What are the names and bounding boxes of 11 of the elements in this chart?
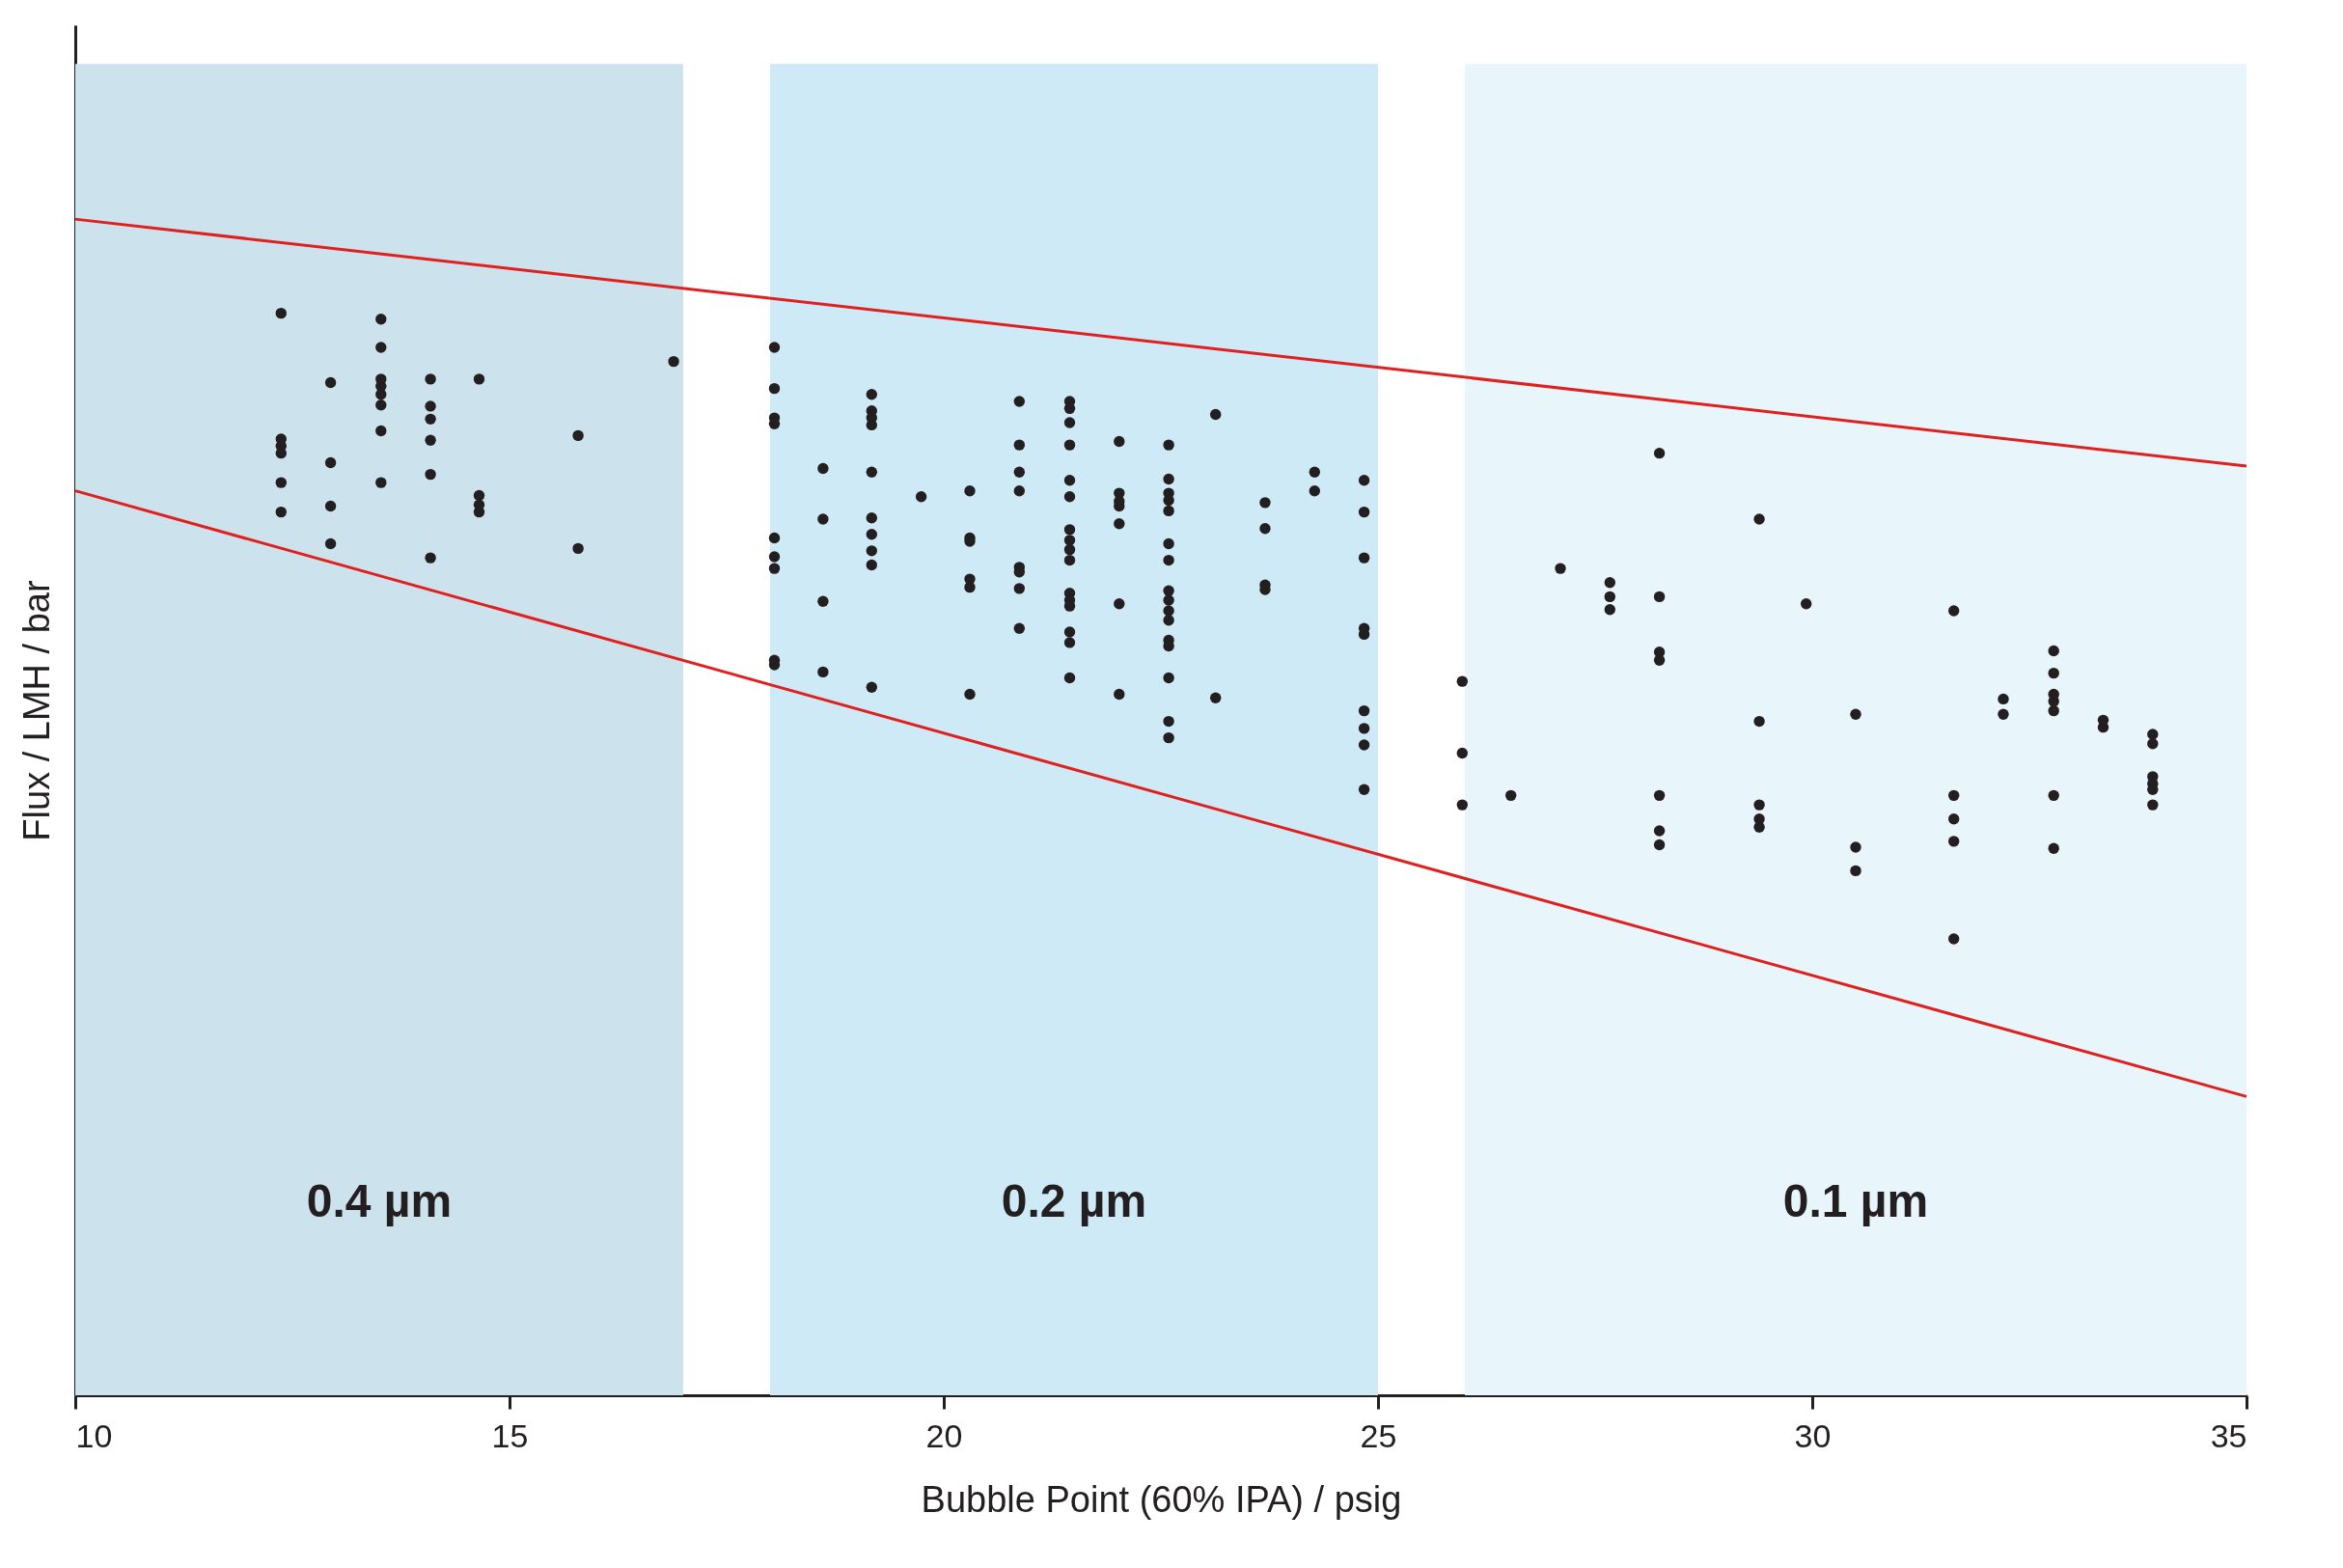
x-tick-label: 30	[1794, 1417, 1832, 1454]
y-axis-title: Flux / LMH / bar	[15, 580, 57, 841]
band-label: 0.2 µm	[1001, 1175, 1147, 1227]
x-tick-label: 10	[75, 1417, 113, 1454]
band-label: 0.4 µm	[306, 1175, 453, 1227]
x-tick-label: 15	[491, 1417, 529, 1454]
x-tick-label: 25	[1360, 1417, 1397, 1454]
band-label: 0.1 µm	[1782, 1175, 1929, 1227]
x-tick-label: 20	[925, 1417, 963, 1454]
x-tick-label: 35	[2210, 1417, 2247, 1454]
x-axis-title: Bubble Point (60% IPA) / psig	[921, 1478, 1402, 1520]
